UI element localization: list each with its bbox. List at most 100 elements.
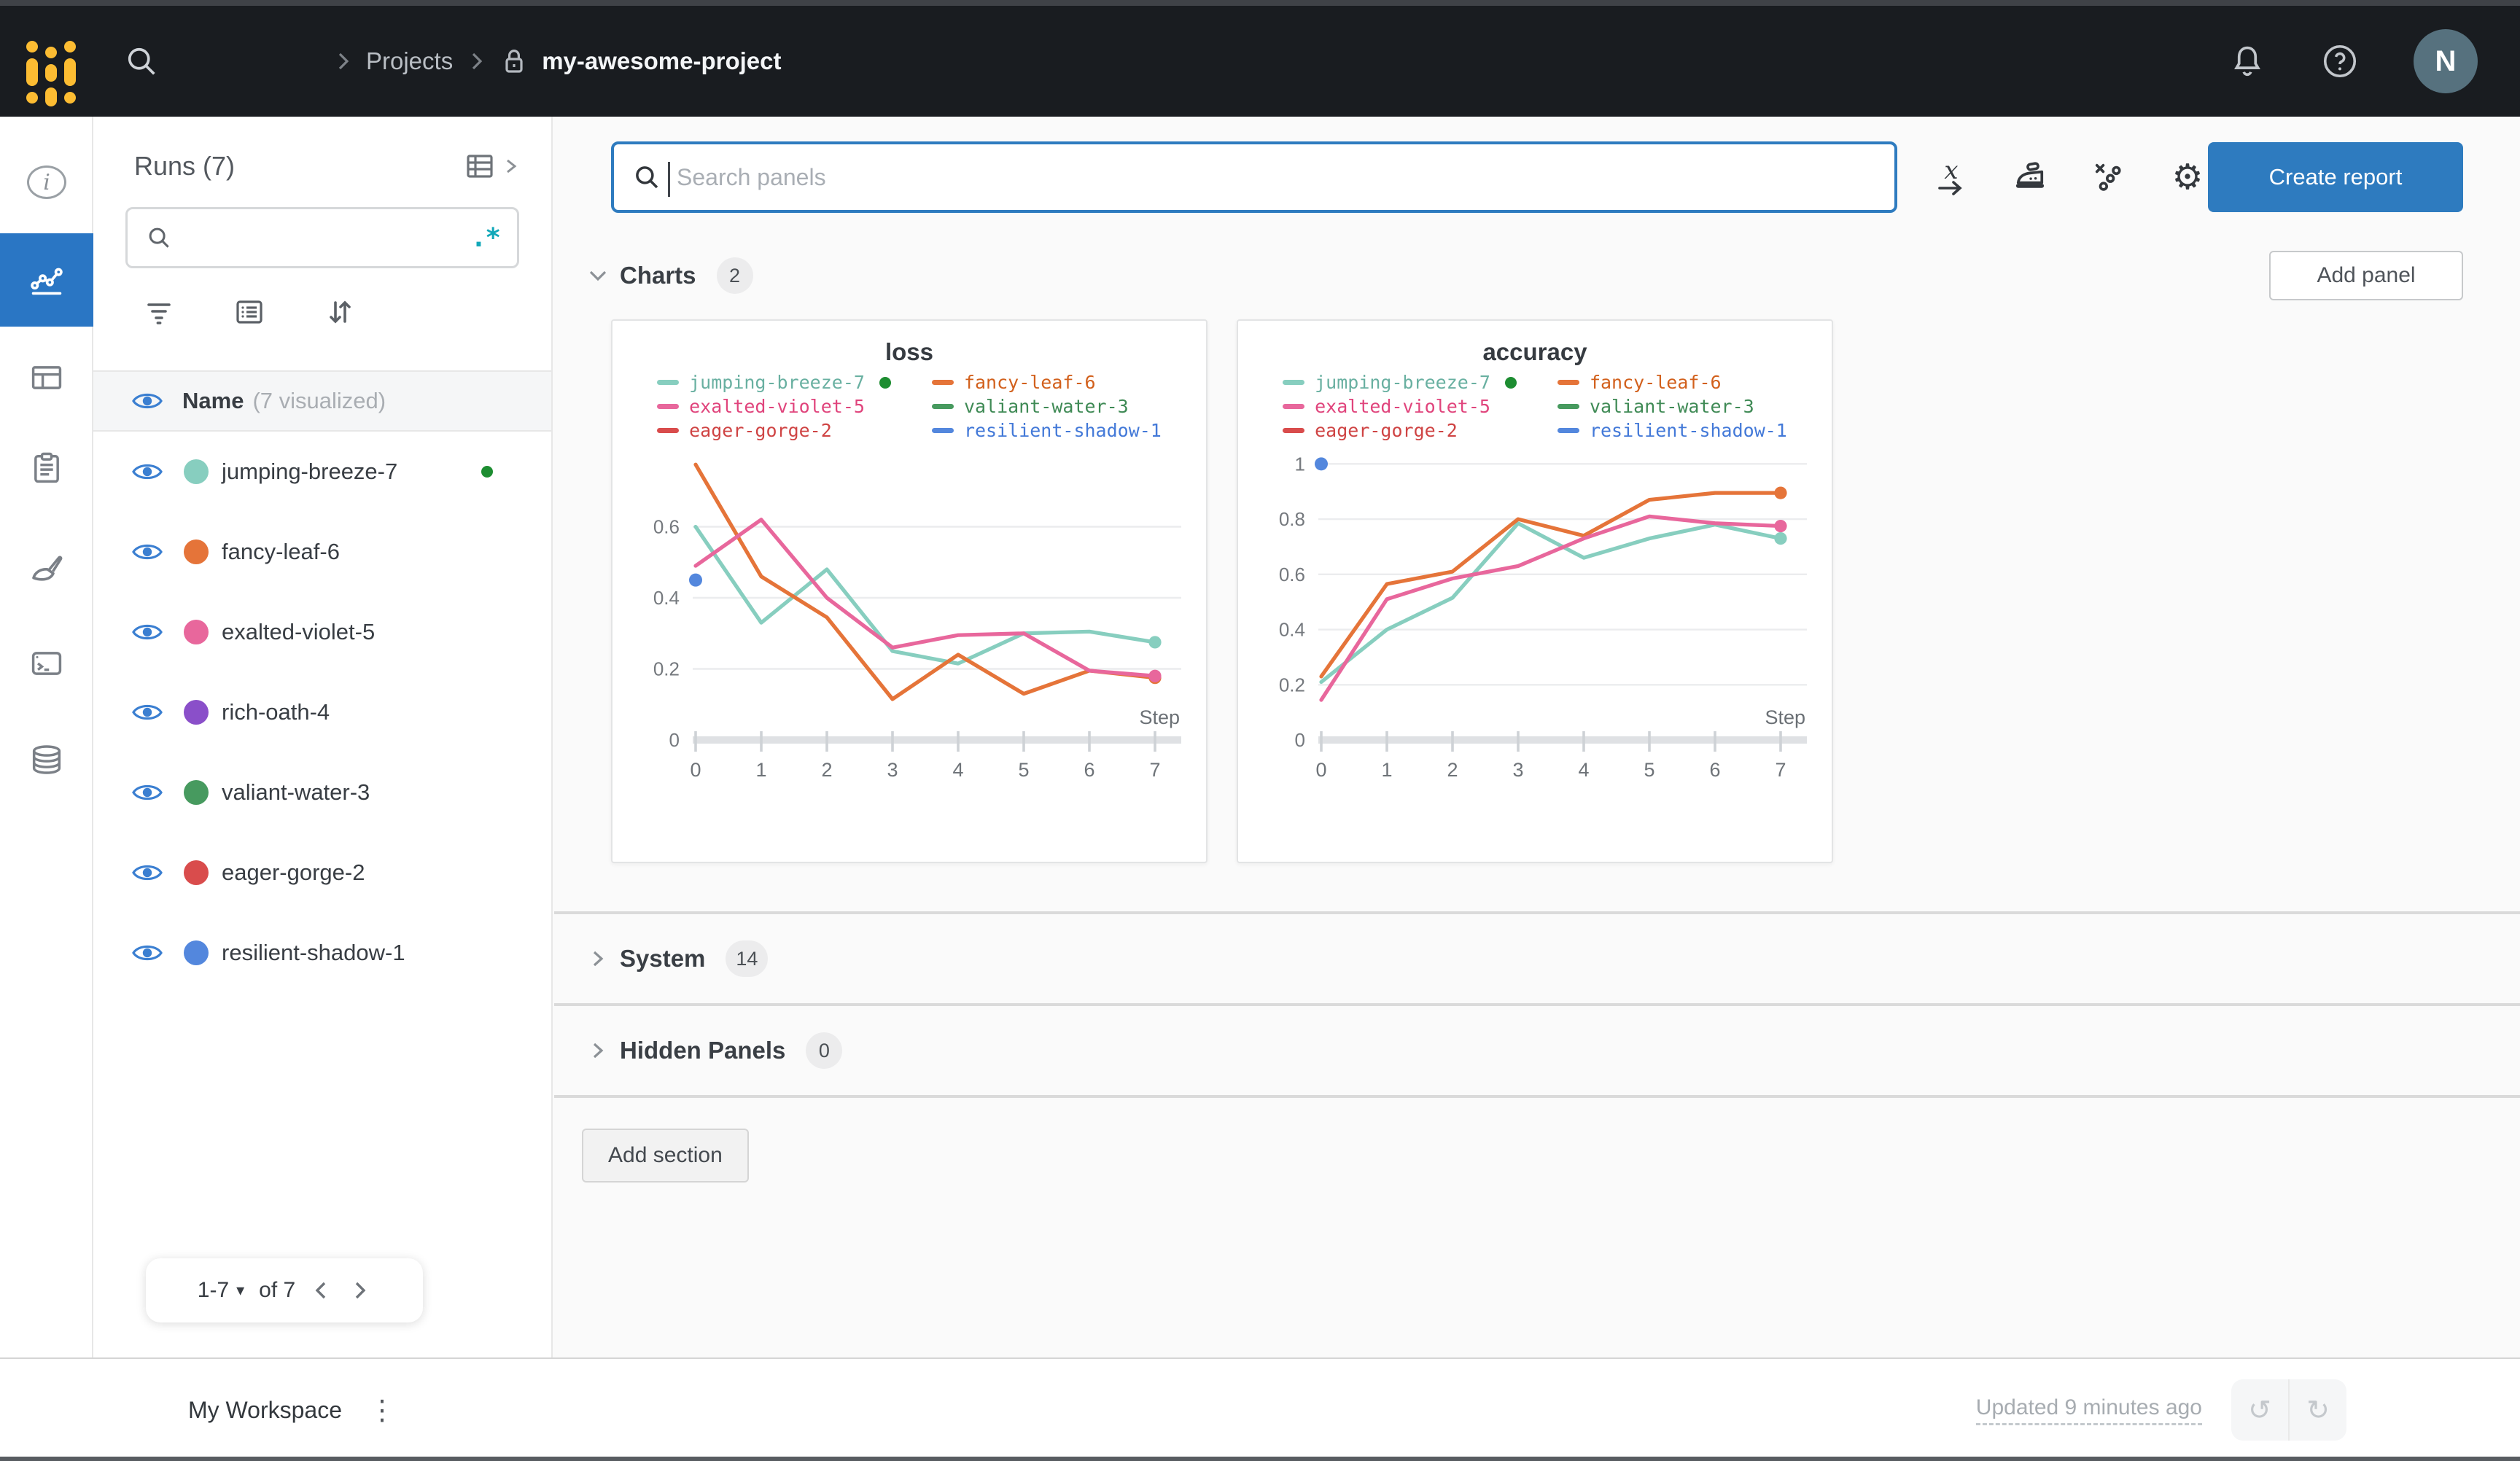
legend-item[interactable]: valiant-water-3 — [1557, 396, 1787, 417]
left-nav-rail: i — [0, 117, 93, 1357]
chart-plot: 0 0.2 0.4 0.6 0.8 1 0 1 2 3 4 5 6 7 Step — [1279, 453, 1807, 781]
run-name-link[interactable]: jumping-breeze-7 — [222, 459, 398, 484]
legend-item[interactable]: exalted-violet-5 — [657, 396, 891, 417]
legend-item[interactable]: jumping-breeze-7 — [657, 372, 891, 393]
panel-search-box[interactable] — [611, 141, 1897, 213]
legend-item[interactable]: valiant-water-3 — [931, 396, 1162, 417]
svg-text:3: 3 — [1512, 759, 1523, 781]
svg-text:4: 4 — [952, 759, 963, 781]
notifications-bell-icon[interactable] — [2228, 42, 2266, 80]
run-visibility-eye-icon[interactable] — [131, 782, 163, 803]
nav-logs-terminal-icon[interactable] — [0, 618, 93, 709]
legend-label: valiant-water-3 — [963, 396, 1129, 417]
nav-workspace-charts-icon[interactable] — [0, 233, 93, 327]
undo-button[interactable]: ↺ — [2231, 1379, 2288, 1441]
run-name-link[interactable]: exalted-violet-5 — [222, 619, 376, 644]
svg-text:2: 2 — [1447, 759, 1458, 781]
run-search-box[interactable]: .* — [125, 207, 519, 268]
run-name-link[interactable]: resilient-shadow-1 — [222, 940, 405, 965]
user-avatar[interactable]: N — [2414, 29, 2478, 93]
next-page-button[interactable] — [348, 1277, 371, 1304]
text-caret — [668, 162, 670, 197]
create-report-button[interactable]: Create report — [2208, 142, 2463, 212]
outlier-scatter-icon[interactable] — [2090, 158, 2128, 196]
svg-text:0: 0 — [690, 759, 701, 781]
run-visibility-eye-icon[interactable] — [131, 862, 163, 884]
legend-label: jumping-breeze-7 — [1315, 372, 1490, 393]
run-visibility-eye-icon[interactable] — [131, 621, 163, 643]
add-panel-button[interactable]: Add panel — [2269, 251, 2463, 300]
legend-item[interactable]: resilient-shadow-1 — [1557, 420, 1787, 441]
runs-name-header: Name (7 visualized) — [93, 370, 551, 432]
runs-table-toggle-icon[interactable] — [464, 149, 499, 184]
panel-title: loss — [884, 338, 934, 365]
redo-button[interactable]: ↻ — [2290, 1379, 2346, 1441]
run-color-dot — [184, 620, 209, 644]
visualized-count-label: (7 visualized) — [252, 388, 386, 413]
panel-title: accuracy — [1482, 338, 1587, 365]
workspace-name-label[interactable]: My Workspace — [188, 1396, 343, 1423]
run-name-link[interactable]: fancy-leaf-6 — [222, 539, 340, 564]
legend-label: eager-gorge-2 — [1315, 420, 1458, 441]
page-range-dropdown[interactable]: 1-7 ▾ — [197, 1278, 245, 1302]
svg-text:0: 0 — [669, 729, 680, 751]
legend-swatch — [1283, 404, 1305, 409]
run-name-link[interactable]: eager-gorge-2 — [222, 860, 365, 885]
system-section-header[interactable]: System 14 — [554, 914, 2520, 1003]
legend-swatch — [1283, 428, 1305, 433]
settings-gear-icon[interactable]: ⚙ — [2171, 157, 2204, 198]
breadcrumb-project-name[interactable]: my-awesome-project — [542, 47, 782, 74]
help-icon[interactable] — [2320, 42, 2360, 81]
svg-text:0.2: 0.2 — [1279, 674, 1305, 696]
legend-item[interactable]: eager-gorge-2 — [1283, 420, 1517, 441]
legend-item[interactable]: fancy-leaf-6 — [931, 372, 1162, 393]
chart-panel-loss[interactable]: loss jumping-breeze-7 fancy-leaf-6 exalted-… — [611, 319, 1208, 863]
run-color-dot — [184, 780, 209, 805]
nav-table-icon[interactable] — [0, 332, 93, 423]
prev-page-button[interactable] — [310, 1277, 333, 1304]
workspace-footer: My Workspace ⋮ Updated 9 minutes ago ↺ ↻ — [0, 1357, 2520, 1461]
nav-sweeps-broom-icon[interactable] — [0, 522, 93, 612]
legend-swatch — [931, 380, 954, 385]
run-name-link[interactable]: rich-oath-4 — [222, 699, 330, 725]
nav-overview-info-icon[interactable]: i — [0, 137, 93, 227]
chevron-right-icon — [332, 50, 353, 73]
legend-item[interactable]: resilient-shadow-1 — [931, 420, 1162, 441]
legend-item[interactable]: exalted-violet-5 — [1283, 396, 1517, 417]
chart-panel-accuracy[interactable]: accuracy jumping-breeze-7 fancy-leaf-6 exal… — [1237, 319, 1833, 863]
x-axis-settings-icon[interactable]: x — [1932, 158, 1970, 196]
add-section-button[interactable]: Add section — [582, 1129, 749, 1183]
run-visibility-eye-icon[interactable] — [131, 701, 163, 723]
expand-table-chevron-icon[interactable] — [502, 155, 519, 178]
breadcrumb-projects-link[interactable]: Projects — [366, 47, 454, 74]
global-search-icon[interactable] — [122, 42, 160, 80]
panel-search-input[interactable] — [677, 163, 1877, 191]
legend-item[interactable]: eager-gorge-2 — [657, 420, 891, 441]
run-visibility-eye-icon[interactable] — [131, 541, 163, 563]
svg-text:0.6: 0.6 — [653, 516, 680, 538]
run-search-input[interactable] — [186, 225, 471, 250]
filter-icon[interactable] — [141, 295, 176, 330]
group-list-icon[interactable] — [232, 295, 267, 330]
regex-toggle-button[interactable]: .* — [470, 222, 501, 253]
workspace-menu-kebab-icon[interactable]: ⋮ — [368, 1394, 397, 1426]
run-name-link[interactable]: valiant-water-3 — [222, 779, 370, 805]
legend-label: fancy-leaf-6 — [1589, 372, 1722, 393]
smoothing-iron-icon[interactable] — [2011, 157, 2049, 197]
visibility-all-eye-icon[interactable] — [131, 390, 163, 412]
charts-section-label[interactable]: Charts — [620, 262, 696, 289]
wandb-logo-icon[interactable] — [20, 26, 85, 106]
run-color-dot — [184, 459, 209, 484]
legend-item[interactable]: jumping-breeze-7 — [1283, 372, 1517, 393]
section-divider — [554, 1003, 2520, 1006]
sort-icon[interactable] — [322, 295, 357, 330]
nav-reports-icon[interactable] — [0, 423, 93, 513]
hidden-panels-section-header[interactable]: Hidden Panels 0 — [554, 1006, 2520, 1095]
svg-text:0.2: 0.2 — [653, 658, 680, 680]
run-visibility-eye-icon[interactable] — [131, 942, 163, 964]
legend-item[interactable]: fancy-leaf-6 — [1557, 372, 1787, 393]
nav-artifacts-database-icon[interactable] — [0, 714, 93, 805]
run-visibility-eye-icon[interactable] — [131, 461, 163, 483]
svg-text:0: 0 — [1315, 759, 1326, 781]
charts-collapse-chevron-icon[interactable] — [582, 267, 614, 284]
